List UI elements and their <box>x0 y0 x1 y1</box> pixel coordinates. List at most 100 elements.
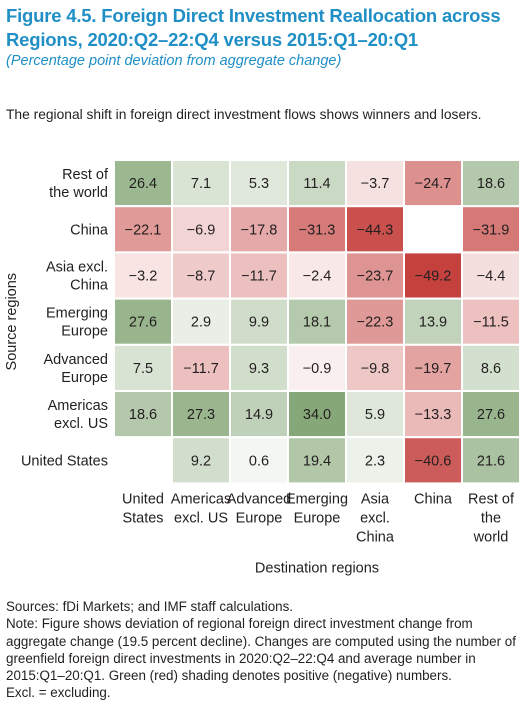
heatmap-cell <box>229 205 289 254</box>
column-label: Europe <box>236 510 283 526</box>
cell-value-label: −17.8 <box>241 222 278 238</box>
heatmap-cell <box>171 390 231 439</box>
heatmap-cell <box>461 297 521 346</box>
cell-value-label: −0.9 <box>303 361 332 377</box>
cell-value-label: −44.3 <box>357 222 394 238</box>
heatmap-cell <box>113 436 173 485</box>
cell-value-label: −11.7 <box>183 361 219 377</box>
heatmap-cell <box>229 297 289 346</box>
row-label: China <box>70 278 109 294</box>
heatmap-cell <box>171 436 231 485</box>
cell-value-label: −19.7 <box>415 361 452 377</box>
cell-value-label: 26.4 <box>129 176 157 192</box>
heatmap-cell <box>403 251 463 300</box>
cell-value-label: 8.6 <box>481 361 501 377</box>
column-label: the <box>481 510 501 526</box>
abbreviation-note: Excl. = excluding. <box>6 685 111 701</box>
sources-note: Sources: fDi Markets; and IMF staff calc… <box>6 599 294 614</box>
column-label: Asia <box>361 491 390 507</box>
cell-value-label: 7.5 <box>133 361 153 377</box>
row-label: Advanced <box>44 352 109 368</box>
row-label: Europe <box>61 324 108 340</box>
heatmap-cell <box>229 251 289 300</box>
cell-value-label: 14.9 <box>245 407 273 423</box>
row-labels: Rest of the world China Asia excl. China Emer… <box>21 167 109 469</box>
heatmap-cells: 26.4 7.1 5.3 11.4 −3.7 −24.7 18.6 −22.1 −6.9 −17.… <box>113 159 521 485</box>
heatmap-cell <box>345 436 405 485</box>
heatmap-cell <box>171 343 231 393</box>
cell-value-label: 0.6 <box>249 453 269 469</box>
heatmap-cell <box>287 251 347 300</box>
cell-value-label: 11.4 <box>303 176 330 192</box>
cell-value-label: −11.5 <box>473 315 509 331</box>
heatmap-cell <box>461 251 521 300</box>
row-label: excl. US <box>54 416 108 432</box>
cell-value-label: 27.3 <box>187 407 215 423</box>
column-label: United <box>122 491 164 507</box>
cell-value-label: 5.9 <box>365 407 385 423</box>
figure-lede: The regional shift in foreign direct inv… <box>6 107 482 122</box>
cell-value-label: −22.1 <box>125 222 162 238</box>
cell-value-label: 27.6 <box>129 315 157 331</box>
cell-value-label: −31.9 <box>473 222 510 238</box>
column-label: China <box>356 529 395 545</box>
row-label: China <box>70 222 109 238</box>
cell-value-label: −3.2 <box>129 269 158 285</box>
column-label: China <box>414 491 453 507</box>
figure-notes: Sources: fDi Markets; and IMF staff calc… <box>6 598 518 702</box>
heatmap-cell <box>113 297 173 346</box>
column-label: Advanced <box>227 491 292 507</box>
cell-value-label: −22.3 <box>357 315 394 331</box>
x-axis-label: Destination regions <box>255 560 379 576</box>
cell-value-label: 2.9 <box>191 315 211 331</box>
cell-value-label: 19.4 <box>303 453 331 469</box>
cell-value-label: 5.3 <box>249 176 269 192</box>
cell-value-label: 9.3 <box>249 361 269 377</box>
heatmap-cell <box>113 251 173 300</box>
cell-value-label: −24.7 <box>415 176 452 192</box>
column-label: excl. US <box>174 510 228 526</box>
figure-title: Figure 4.5. Foreign Direct Investment Re… <box>6 5 501 50</box>
explanatory-note: Note: Figure shows deviation of regional… <box>6 616 516 684</box>
cell-value-label: 13.9 <box>419 315 447 331</box>
heatmap-cell <box>171 297 231 346</box>
heatmap-chart: 26.4 7.1 5.3 11.4 −3.7 −24.7 18.6 −22.1 −6.9 −17.… <box>4 159 521 576</box>
cell-value-label: −6.9 <box>187 222 216 238</box>
cell-value-label: 9.2 <box>191 453 211 469</box>
row-label: Europe <box>61 370 108 386</box>
column-label: excl. <box>360 510 390 526</box>
cell-value-label: 2.3 <box>365 453 385 469</box>
cell-value-label: 7.1 <box>191 176 211 192</box>
row-label: United States <box>21 453 108 469</box>
heatmap-cell <box>461 436 521 485</box>
column-label: Europe <box>294 510 341 526</box>
cell-value-label: −31.3 <box>299 222 336 238</box>
cell-value-label: −4.4 <box>477 269 506 285</box>
column-label: States <box>122 510 163 526</box>
row-label: Emerging <box>46 306 108 322</box>
cell-value-label: −8.7 <box>187 269 216 285</box>
heatmap-cell <box>403 436 463 485</box>
y-axis-label: Source regions <box>4 273 20 371</box>
cell-value-label: −9.8 <box>361 361 390 377</box>
cell-value-label: −13.3 <box>415 407 452 423</box>
cell-value-label: 27.6 <box>477 407 505 423</box>
row-label: Rest of <box>62 167 109 183</box>
cell-value-label: 21.6 <box>477 453 505 469</box>
heatmap-cell <box>403 159 463 208</box>
cell-value-label: −11.7 <box>241 269 277 285</box>
cell-value-label: −23.7 <box>357 269 394 285</box>
row-label: the world <box>49 185 108 201</box>
column-label: Americas <box>171 491 231 507</box>
heatmap-cell <box>403 205 463 254</box>
cell-value-label: 18.6 <box>477 176 505 192</box>
column-label: world <box>473 529 509 545</box>
cell-value-label: 18.6 <box>129 407 157 423</box>
cell-value-label: −3.7 <box>361 176 390 192</box>
cell-value-label: −40.6 <box>415 453 452 469</box>
cell-value-label: −2.4 <box>303 269 332 285</box>
column-label: Emerging <box>286 491 348 507</box>
cell-value-label: 9.9 <box>249 315 269 331</box>
heatmap-cell <box>113 205 173 254</box>
